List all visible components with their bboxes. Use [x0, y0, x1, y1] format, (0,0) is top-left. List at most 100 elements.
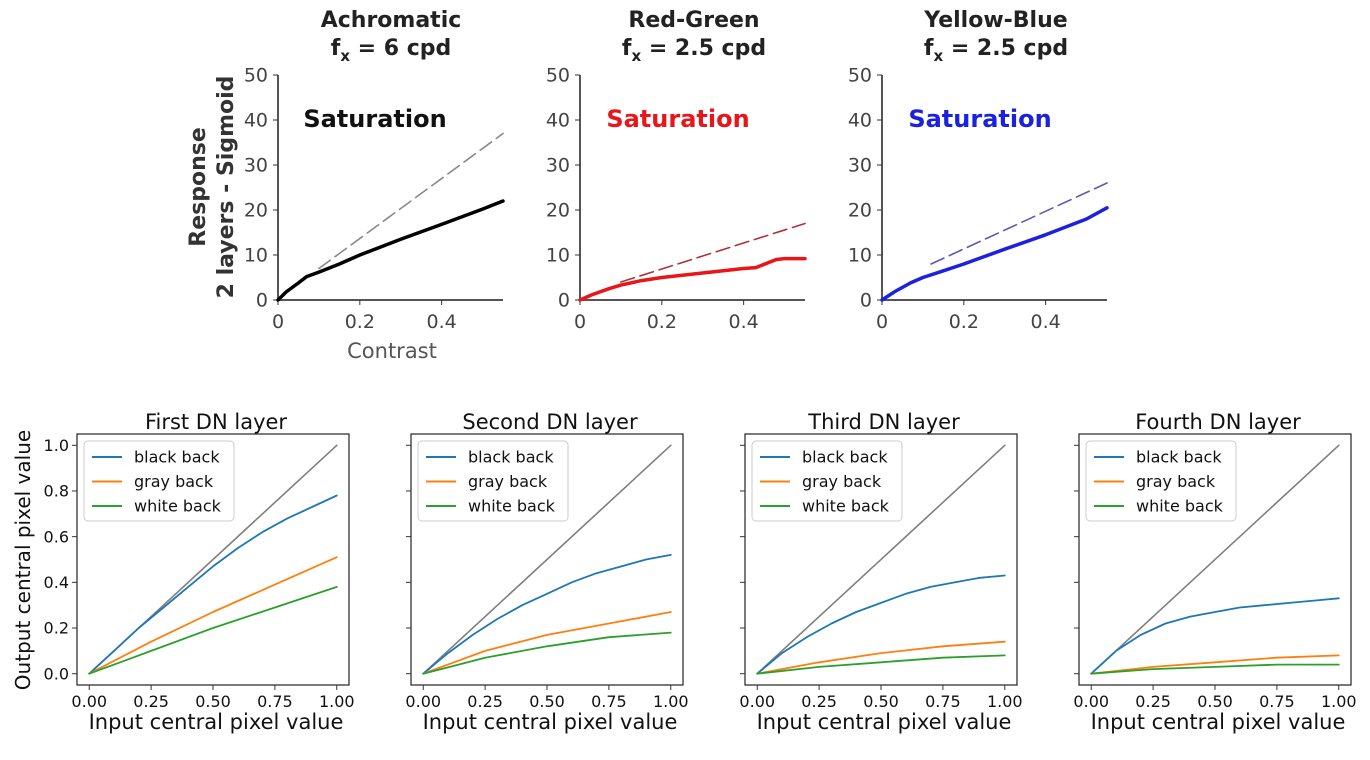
y-tick-label: 0.0 — [44, 664, 69, 683]
series-line-linear — [620, 222, 806, 283]
y-tick-label: 10 — [848, 245, 872, 267]
x-tick-label: 1.00 — [1321, 692, 1357, 711]
chart-bottom-fourth: Fourth DN layer 0.00 0.25 0.50 0.75 1.00 blac… — [1073, 410, 1356, 711]
x-tick-label: 0 — [272, 311, 284, 333]
legend-box — [417, 440, 569, 522]
chart-top-red-green: Red-Green fx = 2.5 cpd Saturation 0 10 20 3… — [546, 8, 807, 333]
x-tick-label: 0.75 — [591, 692, 627, 711]
chart-bottom-third: Third DN layer 0.00 0.25 0.50 0.75 1.00 black… — [739, 410, 1022, 711]
x-tick-label: 0.4 — [729, 311, 759, 333]
x-tick-label: 0.4 — [1031, 311, 1061, 333]
legend-box — [1085, 440, 1237, 522]
legend-box — [751, 440, 903, 522]
series-line-response — [578, 256, 807, 302]
series-line-white-back — [422, 631, 672, 675]
saturation-annotation: Saturation — [606, 105, 749, 133]
x-tick-label: 1.00 — [319, 692, 355, 711]
y-tick-label: 10 — [546, 245, 570, 267]
y-tick-label: 0.4 — [44, 573, 69, 592]
x-tick-label: 0.75 — [1259, 692, 1295, 711]
chart-subtitle: fx = 2.5 cpd — [622, 36, 766, 65]
legend-label: gray back — [802, 472, 882, 491]
series-line-white-back — [756, 654, 1006, 675]
series-line-white-back — [1090, 663, 1340, 675]
chart-top-achromatic: Achromatic fx = 6 cpd Saturation 0 10 20 30… — [244, 8, 505, 333]
x-tick-label: 0.4 — [427, 311, 457, 333]
series-line-gray-back — [422, 611, 672, 675]
y-tick-label: 30 — [244, 155, 268, 177]
y-tick-label: 10 — [244, 245, 268, 267]
legend-label: white back — [1136, 497, 1224, 516]
series-line-black-back — [422, 554, 672, 675]
chart-title: Second DN layer — [462, 410, 638, 434]
legend-label: black back — [134, 448, 220, 467]
x-tick-label: 0.2 — [345, 311, 375, 333]
top-ylabel-line1: Response — [186, 127, 211, 247]
chart-bottom-first: First DN layer 0.0 0.2 0.4 0.6 0.8 1.0 0.00 0.2… — [44, 410, 355, 711]
saturation-annotation: Saturation — [303, 105, 446, 133]
legend-label: white back — [468, 497, 556, 516]
y-tick-label: 40 — [546, 110, 570, 132]
x-tick-label: 1.00 — [987, 692, 1023, 711]
series-line-identity — [1090, 444, 1340, 675]
x-tick-label: 0.50 — [863, 692, 899, 711]
chart-title: Third DN layer — [807, 410, 960, 434]
y-tick-label: 50 — [546, 65, 570, 87]
legend-label: black back — [802, 448, 888, 467]
x-tick-label: 0.25 — [133, 692, 169, 711]
x-tick-label: 0.00 — [739, 692, 775, 711]
x-tick-label: 0.50 — [529, 692, 565, 711]
y-tick-label: 1.0 — [44, 436, 69, 455]
series-line-black-back — [88, 494, 338, 675]
y-tick-label: 0 — [558, 290, 570, 312]
y-tick-label: 0.8 — [44, 482, 69, 501]
bottom-ylabel: Output central pixel value — [11, 430, 35, 690]
legend-label: black back — [1136, 448, 1222, 467]
x-tick-label: 0.25 — [801, 692, 837, 711]
bottom-xlabel-4: Input central pixel value — [1091, 710, 1346, 734]
y-tick-label: 0.6 — [44, 527, 69, 546]
chart-bottom-second: Second DN layer 0.00 0.25 0.50 0.75 1.00 blac… — [405, 410, 688, 711]
y-tick-label: 20 — [546, 200, 570, 222]
legend-label: black back — [468, 448, 554, 467]
series-line-identity — [422, 444, 672, 675]
series-line-black-back — [756, 574, 1006, 675]
legend-box — [83, 440, 235, 522]
legend-label: gray back — [1136, 472, 1216, 491]
y-tick-label: 30 — [848, 155, 872, 177]
series-line-response — [880, 206, 1109, 302]
y-tick-label: 30 — [546, 155, 570, 177]
chart-title: Fourth DN layer — [1135, 410, 1301, 434]
chart-top-yellow-blue: Yellow-Blue fx = 2.5 cpd Saturation 0 10 2… — [848, 8, 1109, 333]
legend-label: white back — [134, 497, 222, 516]
bottom-xlabel-3: Input central pixel value — [757, 710, 1012, 734]
x-tick-label: 0.2 — [647, 311, 677, 333]
top-xlabel: Contrast — [347, 339, 437, 363]
chart-subtitle: fx = 6 cpd — [331, 36, 452, 65]
y-tick-label: 0.2 — [44, 619, 69, 638]
y-tick-label: 50 — [244, 65, 268, 87]
x-tick-label: 0.00 — [71, 692, 107, 711]
x-tick-label: 0.50 — [195, 692, 231, 711]
y-tick-label: 0 — [860, 290, 872, 312]
chart-title: First DN layer — [145, 410, 287, 434]
x-tick-label: 0.50 — [1197, 692, 1233, 711]
chart-subtitle: fx = 2.5 cpd — [924, 36, 1068, 65]
series-line-linear — [318, 132, 504, 270]
x-tick-label: 0.2 — [949, 311, 979, 333]
series-line-gray-back — [1090, 654, 1340, 675]
series-line-gray-back — [88, 556, 338, 675]
bottom-xlabel-2: Input central pixel value — [423, 710, 678, 734]
legend-label: gray back — [134, 472, 214, 491]
y-tick-label: 40 — [848, 110, 872, 132]
saturation-annotation: Saturation — [908, 105, 1051, 133]
x-tick-label: 0 — [876, 311, 888, 333]
bottom-xlabel-1: Input central pixel value — [89, 710, 344, 734]
top-ylabel-line2: 2 layers - Sigmoid — [214, 76, 239, 299]
y-tick-label: 40 — [244, 110, 268, 132]
series-line-linear — [930, 182, 1108, 265]
x-tick-label: 0.25 — [1135, 692, 1171, 711]
x-tick-label: 0.75 — [257, 692, 293, 711]
series-line-white-back — [88, 586, 338, 675]
